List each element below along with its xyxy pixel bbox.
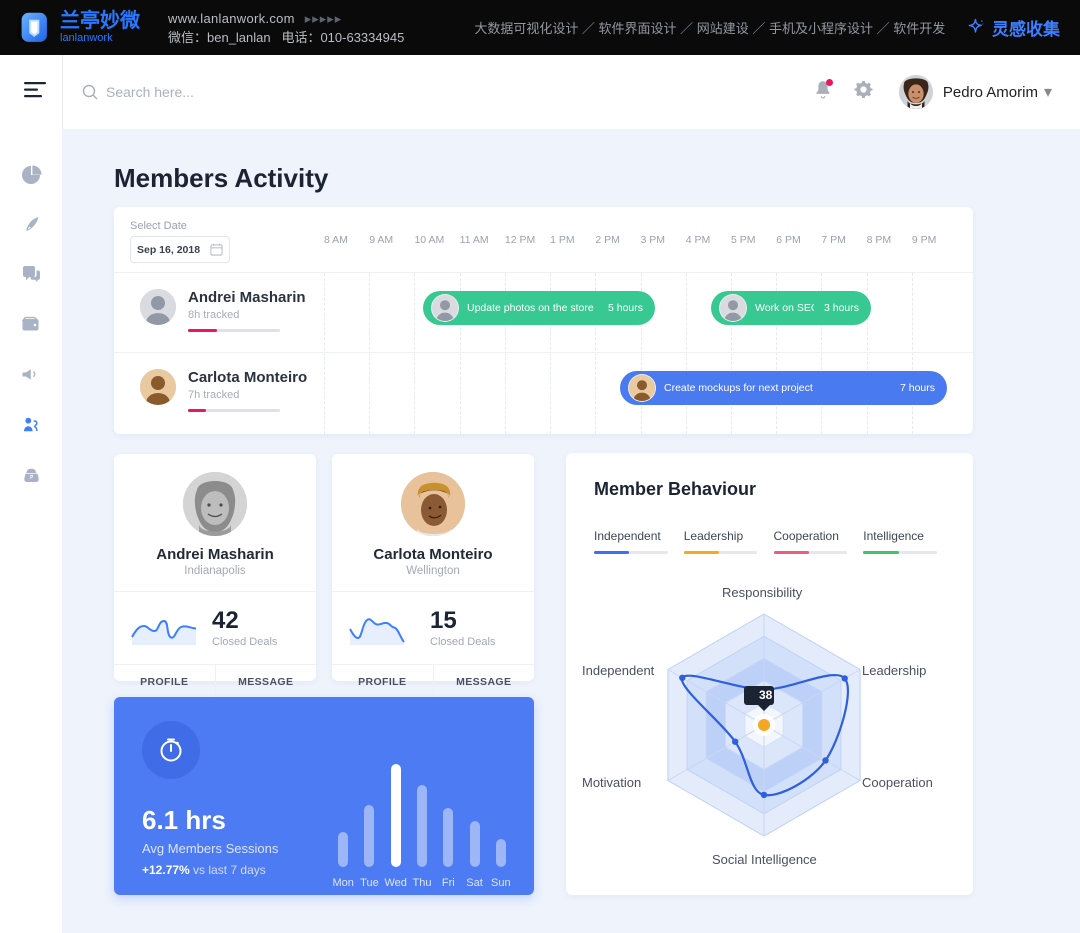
svg-text:38: 38 xyxy=(759,688,773,702)
